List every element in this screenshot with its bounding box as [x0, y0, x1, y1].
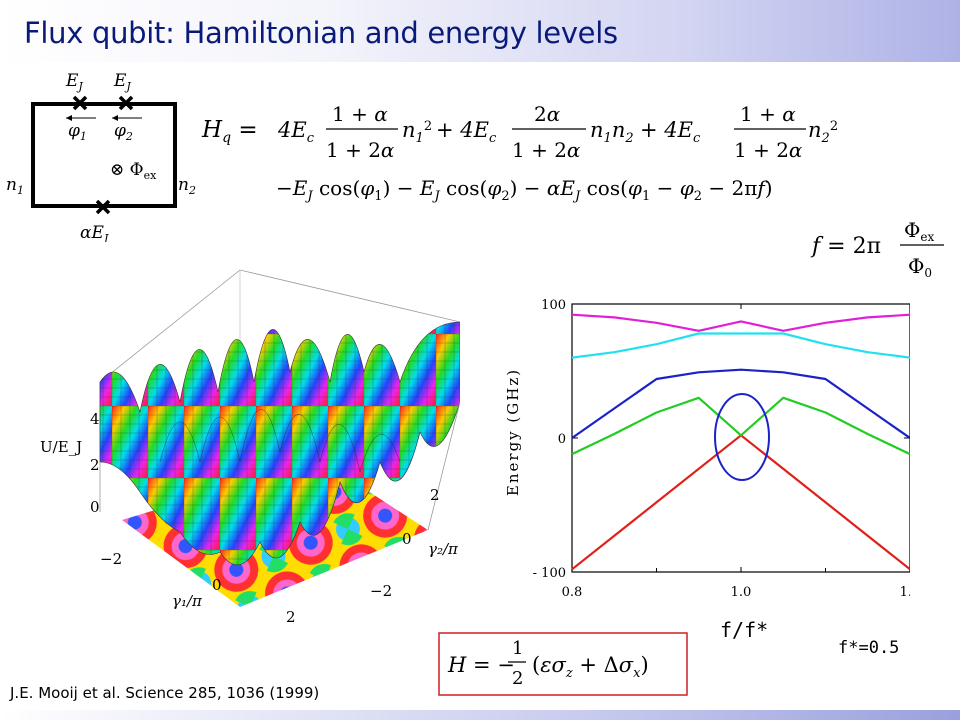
x2tick-0: 0 — [402, 530, 412, 548]
y-tick-label: - 100 — [533, 566, 566, 581]
x2tick-2: 2 — [430, 486, 440, 504]
svg-text:−EJ cos(φ1) − EJ cos(φ2) − αEJ: −EJ cos(φ1) − EJ cos(φ2) − αEJ cos(φ1 − … — [276, 176, 773, 204]
junction-2-cross — [118, 95, 134, 111]
svg-text:1 + α: 1 + α — [740, 102, 796, 126]
x1tick-2: 2 — [286, 608, 296, 626]
svg-text:1 + α: 1 + α — [332, 102, 388, 126]
x1tick-neg2: −2 — [100, 550, 122, 568]
svg-text:n22: n22 — [808, 118, 838, 146]
svg-text:4Ec: 4Ec — [277, 118, 315, 146]
svg-text:(εσz + Δσx): (εσz + Δσx) — [532, 653, 649, 681]
svg-text:Φ0: Φ0 — [908, 254, 932, 280]
svg-text:1 + 2α: 1 + 2α — [512, 138, 581, 162]
phi1-label: φ1 — [68, 121, 87, 143]
flux-definition: f = 2π Φex Φ0 — [810, 218, 944, 280]
anticrossing-ellipse — [714, 393, 770, 481]
junction-3-cross — [95, 199, 111, 215]
xaxis-label: f/f* — [720, 618, 769, 642]
fstar-note: f*=0.5 — [838, 638, 900, 658]
ztick-4: 4 — [90, 410, 100, 428]
x1tick-0: 0 — [212, 576, 222, 594]
n2-label: n2 — [178, 175, 196, 197]
reference-citation: J.E. Mooij et al. Science 285, 1036 (199… — [10, 684, 320, 702]
y-tick-label: 100 — [541, 298, 566, 313]
x-tick-label: 0.8 — [562, 585, 583, 600]
flux-label: ⊗ Φex — [110, 160, 157, 182]
zlabel: U/E_J — [40, 438, 82, 456]
n1-label: n1 — [6, 175, 24, 197]
title-bar: Flux qubit: Hamiltonian and energy level… — [0, 0, 960, 62]
circuit-diagram: EJ EJ φ1 φ2 n1 n2 ⊗ Φex αEJ — [6, 71, 196, 242]
y-tick-label: 0 — [558, 432, 566, 447]
hamiltonian-equation: Hq = 4Ec 1 + α 1 + 2α n12 + 4Ec 2α 1 + 2… — [201, 102, 838, 204]
effective-hamiltonian-box: H = − 1 2 (εσz + Δσx) — [438, 632, 688, 696]
x1label: γ₁/π — [172, 592, 203, 610]
svg-text:n1n2: n1n2 — [590, 118, 634, 146]
ylabel: Energy (GHz) — [504, 368, 522, 496]
plot-frame — [571, 303, 910, 573]
x2tick-neg2: −2 — [370, 582, 392, 600]
svg-text:Φex: Φex — [904, 218, 935, 244]
energy-level-chart: Energy (GHz) 0.8 1.0 1.2 100 0 - 100 — [504, 298, 910, 600]
phi2-label: φ2 — [114, 121, 133, 143]
svg-text:+ 4Ec: + 4Ec — [640, 118, 701, 146]
svg-text:2: 2 — [512, 668, 523, 689]
junction-1-cross — [72, 95, 88, 111]
svg-text:2α: 2α — [534, 102, 561, 126]
alpha-ej-label: αEJ — [80, 223, 109, 242]
svg-text:+ 4Ec: + 4Ec — [436, 118, 497, 146]
ej-label-1: EJ — [65, 71, 83, 93]
svg-text:1: 1 — [512, 638, 523, 659]
svg-text:f = 2π: f = 2π — [810, 234, 881, 259]
energy-level-4 — [571, 313, 910, 332]
potential-surface — [99, 321, 460, 566]
svg-text:H = −: H = − — [447, 653, 515, 677]
energy-level-1 — [571, 396, 910, 456]
x-tick-label: 1.0 — [731, 585, 752, 600]
potential-surface-plot: U/E_J 4 2 0 −2 0 2 γ₁/π 2 0 −2 γ₂/π — [40, 269, 460, 626]
energy-level-3 — [571, 332, 910, 359]
svg-text:Hq =: Hq = — [201, 117, 258, 146]
energy-level-2 — [571, 368, 910, 439]
slide-title: Flux qubit: Hamiltonian and energy level… — [24, 16, 618, 50]
footer-bar — [0, 710, 960, 720]
svg-text:n12: n12 — [402, 118, 432, 146]
ztick-2: 2 — [90, 456, 100, 474]
x2label: γ₂/π — [428, 540, 459, 558]
svg-text:1 + 2α: 1 + 2α — [734, 138, 803, 162]
ztick-0: 0 — [90, 498, 100, 516]
x-tick-label: 1.2 — [900, 585, 910, 600]
energy-level-0 — [571, 434, 910, 571]
svg-text:1 + 2α: 1 + 2α — [326, 138, 395, 162]
ej-label-2: EJ — [113, 71, 131, 93]
